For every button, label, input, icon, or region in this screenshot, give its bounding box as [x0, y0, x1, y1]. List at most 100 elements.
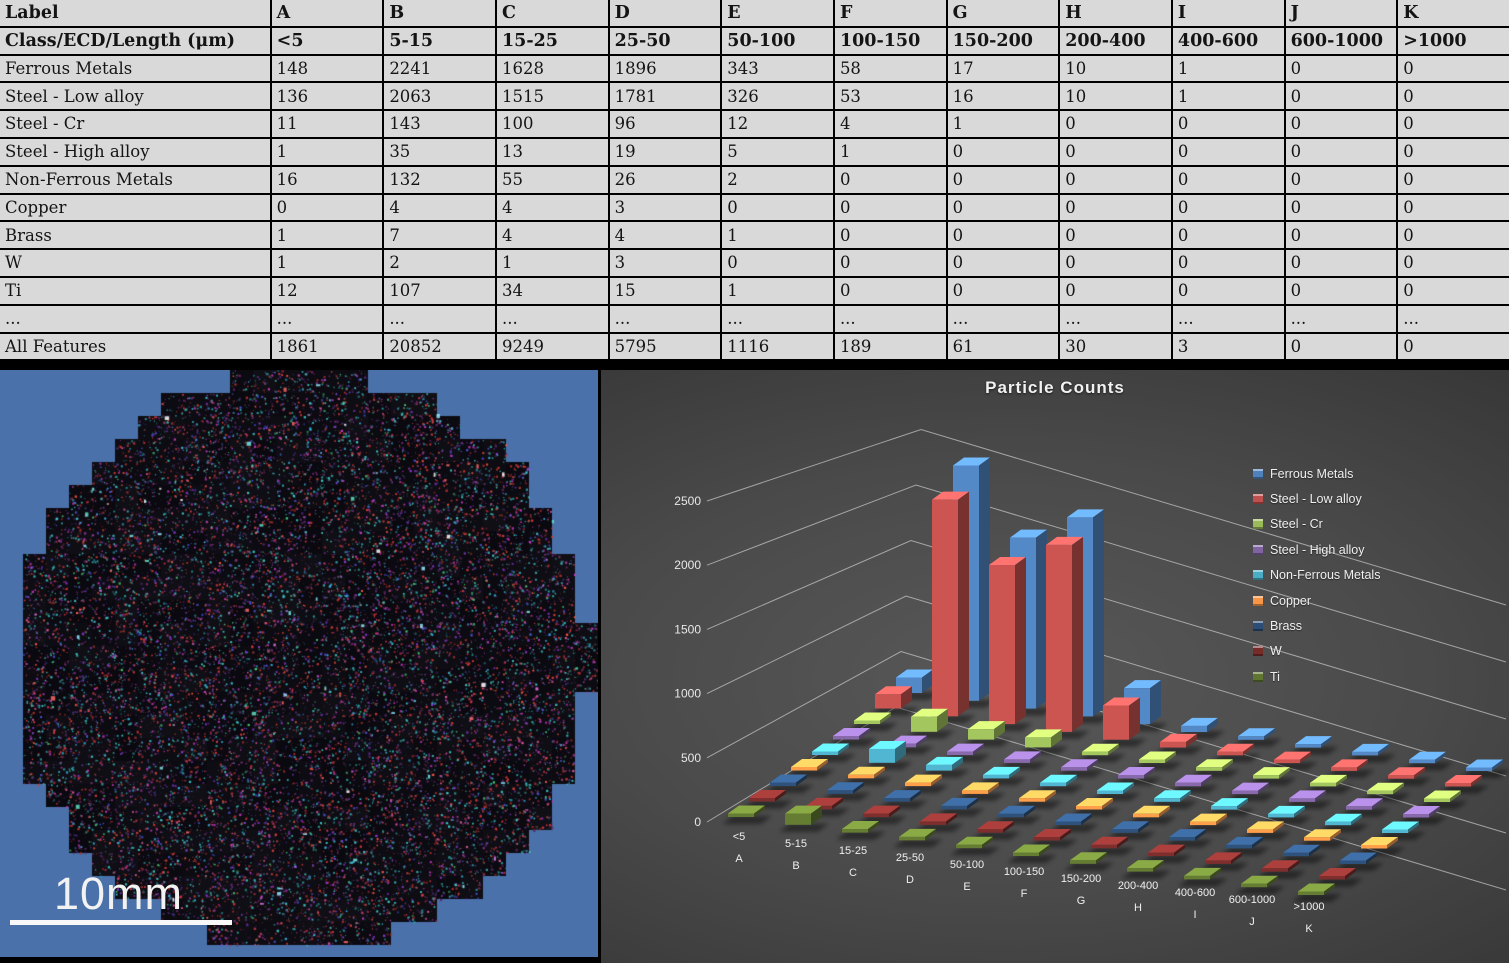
value-cell: 0 — [1172, 222, 1284, 249]
gridline — [706, 428, 1507, 606]
category-range-label: 15-25 — [839, 845, 867, 857]
bar — [1097, 697, 1147, 747]
bar — [1247, 767, 1297, 786]
media-row: 10mm 0 500 1000 1500 2000 2500 <5 A 5-15 B 15-25 C 2… — [0, 363, 1509, 963]
bar — [869, 686, 919, 716]
value-cell: 0 — [834, 277, 946, 304]
value-cell: 26 — [609, 166, 721, 193]
value-cell: 4 — [834, 111, 946, 137]
value-cell: 0 — [1172, 194, 1284, 221]
table-row: All Features 1861 20852 9249 5795 1116 189 61 30… — [0, 333, 1509, 360]
legend-swatch — [1253, 621, 1263, 632]
value-cell: 136 — [271, 83, 383, 110]
legend-item: Steel - High alloy — [1253, 537, 1380, 562]
value-cell: 4 — [496, 194, 608, 221]
row-label-cell: Steel - Low alloy — [0, 83, 270, 110]
category-letter-label: G — [1077, 895, 1086, 907]
value-cell: 1515 — [496, 83, 608, 110]
legend-swatch — [1253, 544, 1263, 555]
value-cell: 1 — [271, 250, 383, 276]
bar — [920, 756, 970, 778]
value-cell: ... — [834, 305, 946, 332]
bar — [905, 708, 955, 739]
value-cell: 20852 — [384, 333, 495, 360]
value-cell: 10 — [1060, 83, 1171, 110]
row-label-cell: Ti — [0, 277, 270, 304]
value-cell: ... — [947, 305, 1059, 332]
legend-label: Steel - Low alloy — [1270, 492, 1362, 507]
legend-item: Non-Ferrous Metals — [1253, 563, 1380, 588]
value-axis-tick: 1500 — [674, 622, 701, 636]
row-label-cell: All Features — [0, 333, 270, 360]
legend-item: Ti — [1253, 664, 1380, 689]
row-label-cell: Steel - High alloy — [0, 138, 270, 165]
category-letter-label: B — [792, 860, 799, 872]
row-label-cell: Ferrous Metals — [0, 55, 270, 82]
category-range-label: 100-150 — [1004, 866, 1044, 878]
gridline — [706, 650, 1507, 834]
micrograph-panel: 10mm — [0, 370, 598, 957]
bar — [1460, 759, 1509, 778]
value-cell: 0 — [1398, 222, 1509, 249]
value-cell: 12 — [722, 111, 833, 137]
legend-swatch — [1253, 595, 1263, 606]
legend-item: W — [1253, 639, 1380, 664]
category-letter-label: J — [1249, 916, 1255, 928]
value-axis-tick: 0 — [694, 815, 701, 829]
value-cell: 13 — [496, 138, 608, 165]
value-cell: 1 — [947, 111, 1059, 137]
bar — [935, 797, 985, 817]
value-cell: 0 — [947, 277, 1059, 304]
bars — [722, 457, 1509, 902]
table-row: Label A B C D E F G H I J K — [0, 0, 1509, 26]
chart-panel: 0 500 1000 1500 2000 2500 <5 A 5-15 B 15-25 C 25-50 D… — [601, 370, 1509, 963]
category-letter-label: C — [849, 867, 857, 879]
bar — [1178, 867, 1228, 887]
value-cell: 0 — [1060, 194, 1171, 221]
table-row: .................................... — [0, 305, 1509, 332]
legend-label: W — [1270, 644, 1282, 659]
legend-label: Ti — [1270, 669, 1280, 684]
value-cell: 0 — [947, 222, 1059, 249]
value-cell: 3 — [1172, 333, 1284, 360]
bar — [1154, 733, 1204, 755]
legend-swatch — [1253, 494, 1263, 505]
legend-item: Steel - Cr — [1253, 512, 1380, 537]
bar — [1382, 767, 1432, 786]
bar — [1007, 844, 1057, 863]
value-cell: 4 — [384, 194, 495, 221]
value-cell: 0 — [1285, 166, 1397, 193]
subheader-range-cell: 5-15 — [384, 27, 495, 54]
subheader-label-cell: Class/ECD/Length (μm) — [0, 27, 270, 54]
subheader-range-cell: 25-50 — [609, 27, 721, 54]
value-cell: 5 — [722, 138, 833, 165]
table-row: Brass 1 7 4 4 1 0 0 0 0 0 0 — [0, 222, 1509, 249]
value-axis-tick: 2500 — [674, 494, 701, 508]
value-cell: 189 — [834, 333, 946, 360]
bar — [983, 557, 1033, 732]
category-letter-label: D — [906, 874, 914, 886]
value-cell: 1 — [271, 138, 383, 165]
gridline — [706, 595, 1507, 777]
scale-bar-label: 10mm — [54, 868, 184, 919]
header-label-cell: Label — [0, 0, 270, 26]
value-cell: 0 — [1398, 194, 1509, 221]
subheader-range-cell: 400-600 — [1172, 27, 1284, 54]
value-cell: 343 — [722, 55, 833, 82]
value-cell: 1 — [834, 138, 946, 165]
value-cell: 0 — [1285, 222, 1397, 249]
legend-label: Steel - High alloy — [1270, 542, 1365, 557]
header-column-cell: K — [1398, 0, 1509, 26]
header-column-cell: B — [384, 0, 495, 26]
legend-label: Copper — [1270, 593, 1311, 608]
value-cell: 0 — [1060, 250, 1171, 276]
value-cell: ... — [1172, 305, 1284, 332]
bar — [1019, 729, 1069, 755]
value-cell: 0 — [1285, 138, 1397, 165]
value-cell: 3 — [609, 194, 721, 221]
category-letter-label: H — [1134, 902, 1142, 914]
value-cell: 0 — [1172, 166, 1284, 193]
value-cell: 61 — [947, 333, 1059, 360]
chart-title: Particle Counts — [985, 378, 1125, 397]
value-cell: 96 — [609, 111, 721, 137]
